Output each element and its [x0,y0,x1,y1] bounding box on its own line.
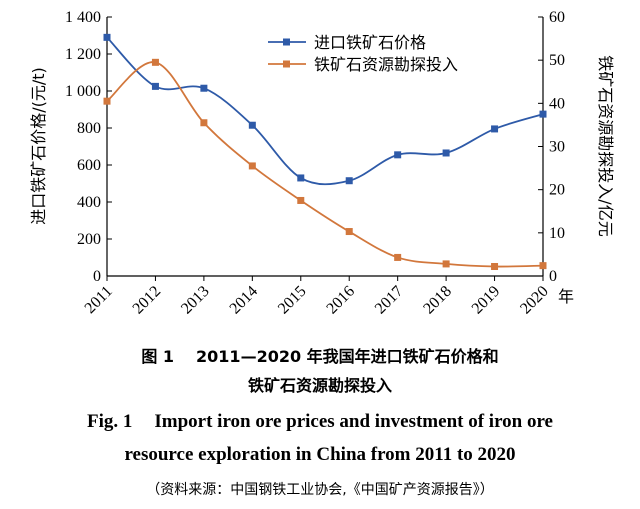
x-ticks: 2011 2012 2013 2014 2015 2016 2017 2018 2019 2020 [82,276,552,317]
left-y-tick-label: 200 [77,231,101,248]
x-tick-label: 2017 [372,283,407,318]
right-y-tick-label: 20 [549,182,565,199]
right-y-tick-label: 50 [549,52,565,69]
x-tick-label: 2018 [420,283,455,318]
data-point-investment [491,263,499,271]
data-point-investment [539,262,547,270]
caption-en-line-1: Fig. 1 Import iron ore prices and investm… [0,411,640,433]
caption-en-line-2: resource exploration in China from 2011 … [124,444,516,465]
right-y-tick-label: 60 [549,9,565,26]
data-point-price [491,125,499,133]
x-tick-label: 2013 [178,283,213,318]
data-point-investment [200,119,208,127]
legend-label-investment: 铁矿石资源勘探投入 [314,55,458,74]
data-point-price [103,33,111,41]
caption-en-label: Fig. 1 [86,411,133,432]
data-point-investment [151,58,159,66]
right-y-tick-label: 30 [549,139,565,156]
x-tick-label: 2014 [227,283,262,318]
left-y-tick-label: 1 000 [65,83,101,100]
series-layer [103,33,547,271]
x-tick-label: 2015 [275,283,310,318]
data-point-price [345,177,353,185]
series-line-price [106,36,544,186]
legend-label-price: 进口铁矿石价格 [314,33,426,52]
dual-axis-line-chart: 0 200 400 600 800 1 000 1 200 1 400 0 10 20 30 40 50… [29,9,615,317]
caption-source: （资料来源：中国钢铁工业协会,《中国矿产资源报告》） [146,482,494,498]
caption-cn-label: 图 1 [141,347,175,366]
series-line-investment [106,61,544,268]
left-y-axis-title: 进口铁矿石价格/(元/t) [29,67,48,225]
caption-cn-text: 2011—2020 年我国年进口铁矿石价格和 [196,347,499,366]
right-y-axis-title: 铁矿石资源勘探投入/亿元 [596,55,615,236]
data-point-price [394,151,402,159]
data-point-investment [442,260,450,268]
x-unit-label: 年 [558,287,574,306]
caption-en-text: Import iron ore prices and investment of… [154,411,553,432]
left-y-tick-label: 400 [77,194,101,211]
left-y-tick-label: 1 400 [65,9,101,26]
data-point-price [248,121,256,129]
data-point-price [200,84,208,92]
caption-cn-line-2: 铁矿石资源勘探投入 [247,376,392,395]
x-tick-label: 2011 [82,283,116,317]
left-y-tick-label: 800 [77,120,101,137]
data-point-investment [103,97,111,105]
left-y-tick-label: 1 200 [65,46,101,63]
data-point-investment [297,196,305,204]
data-point-price [151,82,159,90]
legend: 进口铁矿石价格 铁矿石资源勘探投入 [268,33,458,74]
data-point-price [297,174,305,182]
data-point-price [442,149,450,157]
data-point-investment [345,228,353,236]
right-y-ticks: 0 10 20 30 40 50 60 [538,9,565,285]
right-y-tick-label: 40 [549,95,565,112]
right-y-tick-label: 10 [549,225,565,242]
left-y-tick-label: 0 [93,268,101,285]
left-y-tick-label: 600 [77,157,101,174]
legend-marker-price [283,38,290,46]
data-point-investment [248,162,256,170]
left-y-ticks: 0 200 400 600 800 1 000 1 200 1 400 [65,9,112,285]
right-y-tick-label: 0 [549,268,557,285]
x-tick-label: 2016 [323,283,358,318]
x-tick-label: 2020 [517,283,552,318]
legend-marker-investment [283,60,290,68]
data-point-investment [394,253,402,261]
caption-cn-line-1: 图 1 2011—2020 年我国年进口铁矿石价格和 [0,343,640,367]
x-tick-label: 2019 [469,283,504,318]
x-tick-label: 2012 [130,283,165,318]
data-point-price [539,110,547,118]
